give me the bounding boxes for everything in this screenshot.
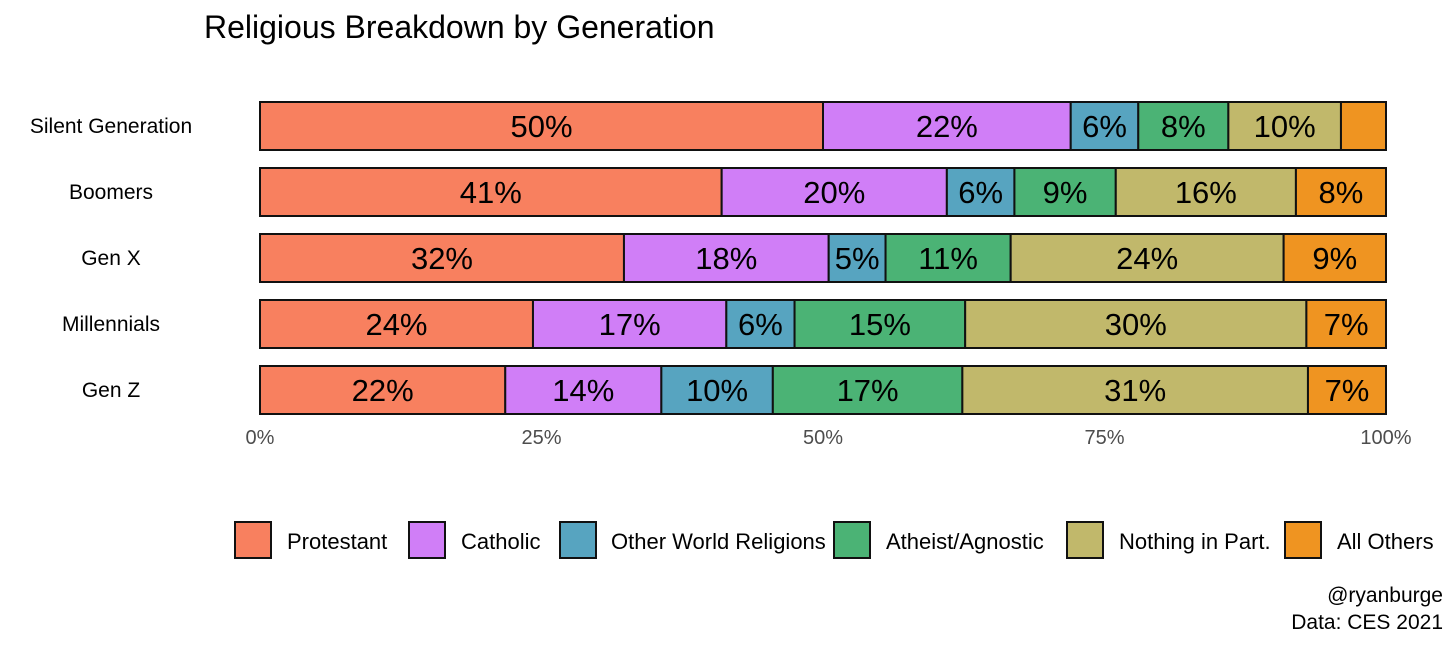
legend-swatch-protestant <box>234 521 272 559</box>
data-label-millennials-catholic: 17% <box>599 307 661 342</box>
bar-segment-silent-generation-other-world-religions <box>1069 101 1140 151</box>
data-label-silent-generation-catholic: 22% <box>916 109 978 144</box>
bar-segment-millennials-atheist-agnostic <box>793 299 967 349</box>
x-tick-label-4: 100% <box>1360 427 1411 449</box>
data-label-millennials-protestant: 24% <box>365 307 427 342</box>
x-tick-label-0: 0% <box>246 427 275 449</box>
bar-segment-silent-generation-nothing-in-part- <box>1227 101 1342 151</box>
bar-segment-millennials-all-others <box>1305 299 1387 349</box>
bar-segment-millennials-protestant <box>259 299 534 349</box>
bar-segment-boomers-other-world-religions <box>945 167 1016 217</box>
data-label-boomers-catholic: 20% <box>803 175 865 210</box>
data-label-boomers-other-world-religions: 6% <box>958 175 1003 210</box>
x-axis-ticks: 0% 25% 50% 75% 100% <box>246 427 1412 449</box>
legend-label-other-world-religions: Other World Religions <box>611 529 826 554</box>
bar-segment-gen-x-nothing-in-part- <box>1009 233 1285 283</box>
data-label-silent-generation-other-world-religions: 6% <box>1082 109 1127 144</box>
category-labels: Silent Generation Boomers Gen X Millennials… <box>30 115 192 402</box>
bar-segment-millennials-nothing-in-part- <box>964 299 1308 349</box>
x-tick-label-3: 75% <box>1084 427 1124 449</box>
data-label-boomers-atheist-agnostic: 9% <box>1043 175 1088 210</box>
data-label-gen-z-other-world-religions: 10% <box>686 373 748 408</box>
bar-segment-gen-x-protestant <box>259 233 625 283</box>
x-tick-label-2: 50% <box>803 427 843 449</box>
bar-segment-boomers-all-others <box>1294 167 1388 217</box>
caption-source: Data: CES 2021 <box>1291 611 1443 634</box>
bar-segment-gen-x-other-world-religions <box>827 233 887 283</box>
data-label-gen-z-protestant: 22% <box>352 373 414 408</box>
legend-label-nothing-in-part-: Nothing in Part. <box>1119 529 1271 554</box>
legend-swatch-all-others <box>1284 521 1322 559</box>
data-label-gen-x-atheist-agnostic: 11% <box>918 241 978 276</box>
data-label-boomers-all-others: 8% <box>1319 175 1364 210</box>
bar-segment-silent-generation-all-others <box>1339 101 1387 151</box>
legend-label-atheist-agnostic: Atheist/Agnostic <box>886 529 1044 554</box>
legend-swatch-atheist-agnostic <box>833 521 871 559</box>
bar-segment-millennials-catholic <box>531 299 728 349</box>
legend-label-protestant: Protestant <box>287 529 387 554</box>
x-tick-label-1: 25% <box>521 427 561 449</box>
data-label-gen-z-catholic: 14% <box>552 373 614 408</box>
bar-segment-gen-z-atheist-agnostic <box>771 365 964 415</box>
data-label-millennials-nothing-in-part-: 30% <box>1105 307 1167 342</box>
data-label-gen-z-nothing-in-part-: 31% <box>1104 373 1166 408</box>
bar-segment-gen-z-catholic <box>504 365 663 415</box>
caption-author: @ryanburge <box>1327 584 1443 607</box>
category-label-millennials: Millennials <box>62 313 160 336</box>
bar-segment-gen-x-catholic <box>622 233 830 283</box>
data-label-gen-x-nothing-in-part-: 24% <box>1116 241 1178 276</box>
legend-swatch-nothing-in-part- <box>1066 521 1104 559</box>
data-label-gen-z-all-others: 7% <box>1325 373 1370 408</box>
data-label-gen-x-catholic: 18% <box>695 241 757 276</box>
bars-group: 50% 22% 6% 8% 10%41% 20% 6% 9% 16% 8%32% 18% 5% 11% 2… <box>259 101 1388 415</box>
data-label-gen-x-other-world-religions: 5% <box>835 241 880 276</box>
legend-label-all-others: All Others <box>1337 529 1434 554</box>
bar-segment-silent-generation-protestant <box>259 101 824 151</box>
category-label-gen-z: Gen Z <box>82 379 141 402</box>
bar-segment-boomers-atheist-agnostic <box>1013 167 1117 217</box>
category-label-gen-x: Gen X <box>81 247 141 270</box>
data-label-silent-generation-atheist-agnostic: 8% <box>1161 109 1206 144</box>
bar-segment-gen-x-all-others <box>1282 233 1387 283</box>
bar-segment-boomers-nothing-in-part- <box>1114 167 1297 217</box>
data-label-silent-generation-nothing-in-part-: 10% <box>1254 109 1316 144</box>
data-label-millennials-other-world-religions: 6% <box>738 307 783 342</box>
legend-label-catholic: Catholic <box>461 529 540 554</box>
bar-segment-gen-z-nothing-in-part- <box>961 365 1309 415</box>
legend-swatch-catholic <box>408 521 446 559</box>
legend-swatch-other-world-religions <box>559 521 597 559</box>
bar-segment-boomers-protestant <box>259 167 723 217</box>
bar-segment-silent-generation-catholic <box>822 101 1072 151</box>
data-label-silent-generation-protestant: 50% <box>510 109 572 144</box>
data-label-millennials-atheist-agnostic: 15% <box>849 307 911 342</box>
category-label-silent-generation: Silent Generation <box>30 115 192 138</box>
data-label-millennials-all-others: 7% <box>1324 307 1369 342</box>
chart-title: Religious Breakdown by Generation <box>204 9 715 45</box>
bar-segment-boomers-catholic <box>720 167 948 217</box>
data-label-boomers-protestant: 41% <box>460 175 522 210</box>
bar-segment-millennials-other-world-religions <box>725 299 796 349</box>
data-label-gen-z-atheist-agnostic: 17% <box>837 373 899 408</box>
data-label-boomers-nothing-in-part-: 16% <box>1175 175 1237 210</box>
legend: Protestant Catholic Other World Religions A… <box>234 521 1434 559</box>
bar-segment-gen-z-all-others <box>1306 365 1388 415</box>
data-label-gen-x-protestant: 32% <box>411 241 473 276</box>
data-label-gen-x-all-others: 9% <box>1312 241 1357 276</box>
category-label-boomers: Boomers <box>69 181 153 204</box>
